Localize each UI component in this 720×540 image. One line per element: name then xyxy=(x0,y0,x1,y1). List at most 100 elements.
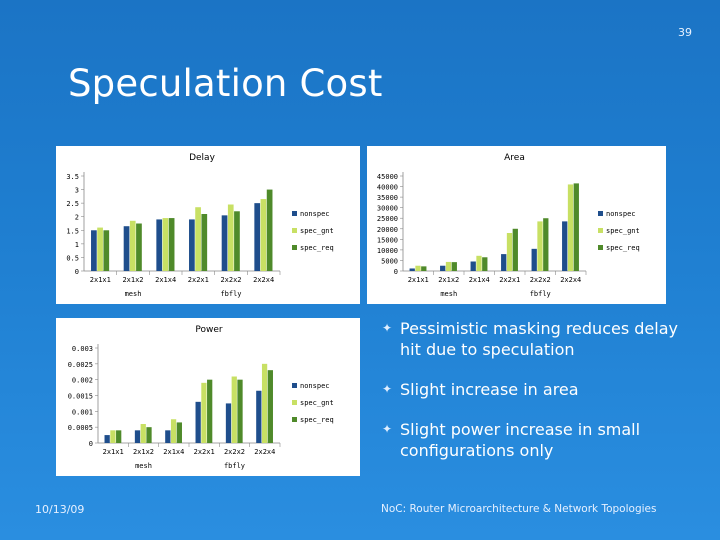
area-bar-nonspec xyxy=(531,248,537,271)
power-bar-spec_req xyxy=(116,430,122,443)
delay-bar-nonspec xyxy=(189,219,195,271)
area-bar-spec_req xyxy=(451,262,457,271)
delay-bar-nonspec xyxy=(156,219,163,271)
area-bar-spec_req xyxy=(512,228,518,271)
bullet-list: ✦ Pessimistic masking reduces delay hit d… xyxy=(382,318,682,480)
power-ytick-label: 0.003 xyxy=(72,345,93,353)
area-chart: Area 0 5000 10000 15000 20000 25000 30000 35000 4… xyxy=(367,146,666,304)
area-xtick-label: 2x1x2 xyxy=(438,276,459,284)
delay-bar-spec_gnt xyxy=(97,227,103,271)
area-bar-nonspec xyxy=(562,221,568,271)
area-bar-spec_gnt xyxy=(537,221,543,271)
delay-legend-label-nonspec: nonspec xyxy=(300,210,330,218)
footer-text: NoC: Router Microarchitecture & Network … xyxy=(381,503,657,515)
area-ytick-label: 20000 xyxy=(377,226,398,234)
area-ytick-label: 45000 xyxy=(377,173,398,181)
power-bar-nonspec xyxy=(134,430,141,443)
power-bar-spec_gnt xyxy=(140,424,146,443)
power-chart-svg: Power 0 0.0005 0.001 0.0015 0.002 0.0025 0.003 2… xyxy=(68,325,334,470)
area-ytick-label: 30000 xyxy=(377,205,398,213)
power-legend-label-nonspec: nonspec xyxy=(300,382,330,390)
power-bar-spec_gnt xyxy=(201,382,207,443)
delay-group-label: fbfly xyxy=(220,290,241,298)
bullet-icon: ✦ xyxy=(382,321,393,335)
area-legend-label-nonspec: nonspec xyxy=(606,210,636,218)
area-ytick-label: 35000 xyxy=(377,194,398,202)
delay-ytick-label: 3 xyxy=(75,187,79,195)
area-bar-nonspec xyxy=(470,261,476,271)
power-legend-swatch-spec_req xyxy=(292,417,297,422)
delay-bar-nonspec xyxy=(123,226,130,271)
power-xtick-label: 2x2x1 xyxy=(194,448,215,456)
power-bar-spec_gnt xyxy=(261,363,268,443)
power-bar-spec_req xyxy=(207,379,213,443)
delay-bar-spec_gnt xyxy=(129,220,136,271)
delay-bar-spec_req xyxy=(266,189,273,271)
area-legend-swatch-spec_gnt xyxy=(598,228,603,233)
power-xtick-label: 2x1x2 xyxy=(133,448,154,456)
power-bar-spec_gnt xyxy=(231,376,237,443)
power-group-label: mesh xyxy=(135,462,152,470)
bullet-icon: ✦ xyxy=(382,382,393,396)
power-bar-nonspec xyxy=(256,390,262,443)
area-chart-svg: Area 0 5000 10000 15000 20000 25000 30000 35000 4… xyxy=(377,153,640,298)
area-group-label: mesh xyxy=(440,290,457,298)
footer-date: 10/13/09 xyxy=(35,503,85,516)
delay-bar-spec_gnt xyxy=(227,204,234,271)
area-bar-spec_gnt xyxy=(415,265,421,271)
power-bar-spec_gnt xyxy=(170,419,177,443)
power-bar-nonspec xyxy=(195,401,201,443)
bullet-text: Pessimistic masking reduces delay hit du… xyxy=(400,319,678,359)
area-bar-nonspec xyxy=(501,254,507,271)
area-bar-spec_gnt xyxy=(567,184,574,271)
area-legend-swatch-spec_req xyxy=(598,245,603,250)
power-bar-nonspec xyxy=(104,435,110,443)
delay-bar-nonspec xyxy=(91,230,97,271)
area-bar-spec_req xyxy=(573,183,579,271)
area-xtick-label: 2x2x1 xyxy=(499,276,520,284)
power-bar-spec_req xyxy=(176,422,182,443)
power-bar-spec_req xyxy=(146,427,152,443)
power-xtick-label: 2x1x4 xyxy=(163,448,184,456)
bullet-text: Slight increase in area xyxy=(400,380,579,399)
delay-xtick-label: 2x1x2 xyxy=(122,276,143,284)
power-ytick-label: 0.0025 xyxy=(68,361,93,369)
slide-number: 39 xyxy=(678,26,692,39)
area-ytick-label: 0 xyxy=(394,268,398,276)
power-bar-nonspec xyxy=(225,403,232,443)
bullet-text: Slight power increase in small configura… xyxy=(400,420,641,460)
delay-ytick-label: 2.5 xyxy=(66,200,79,208)
power-xtick-label: 2x1x1 xyxy=(103,448,124,456)
power-bar-spec_gnt xyxy=(110,430,116,443)
delay-bar-nonspec xyxy=(221,215,228,271)
power-chart: Power 0 0.0005 0.001 0.0015 0.002 0.0025 0.003 2… xyxy=(56,318,360,476)
area-ytick-label: 10000 xyxy=(377,247,398,255)
delay-legend-label-spec_req: spec_req xyxy=(300,244,334,252)
delay-bar-spec_gnt xyxy=(162,218,169,271)
area-bar-nonspec xyxy=(440,265,446,271)
delay-bar-spec_gnt xyxy=(260,199,267,271)
area-xtick-label: 2x1x4 xyxy=(469,276,490,284)
delay-bar-spec_req xyxy=(136,223,142,271)
bullet-item: ✦ Pessimistic masking reduces delay hit d… xyxy=(382,318,682,360)
area-ytick-label: 15000 xyxy=(377,236,398,244)
power-ytick-label: 0.0015 xyxy=(68,393,93,401)
power-bar-spec_req xyxy=(267,370,273,443)
delay-legend-swatch-nonspec xyxy=(292,211,297,216)
power-bar-spec_req xyxy=(237,379,243,443)
area-bar-spec_gnt xyxy=(506,233,513,271)
slide-title: Speculation Cost xyxy=(68,62,383,105)
area-ytick-label: 25000 xyxy=(377,215,398,223)
area-legend-swatch-nonspec xyxy=(598,211,603,216)
area-bar-spec_gnt xyxy=(445,261,452,271)
power-ytick-label: 0 xyxy=(89,440,93,448)
power-legend-label-spec_gnt: spec_gnt xyxy=(300,399,334,407)
delay-xtick-label: 2x1x4 xyxy=(155,276,176,284)
delay-legend-swatch-spec_gnt xyxy=(292,228,297,233)
delay-bar-nonspec xyxy=(254,203,261,271)
area-ytick-label: 40000 xyxy=(377,184,398,192)
power-ytick-label: 0.0005 xyxy=(68,424,93,432)
power-legend-swatch-nonspec xyxy=(292,383,297,388)
area-bar-spec_req xyxy=(482,257,488,271)
power-ytick-label: 0.002 xyxy=(72,377,93,385)
